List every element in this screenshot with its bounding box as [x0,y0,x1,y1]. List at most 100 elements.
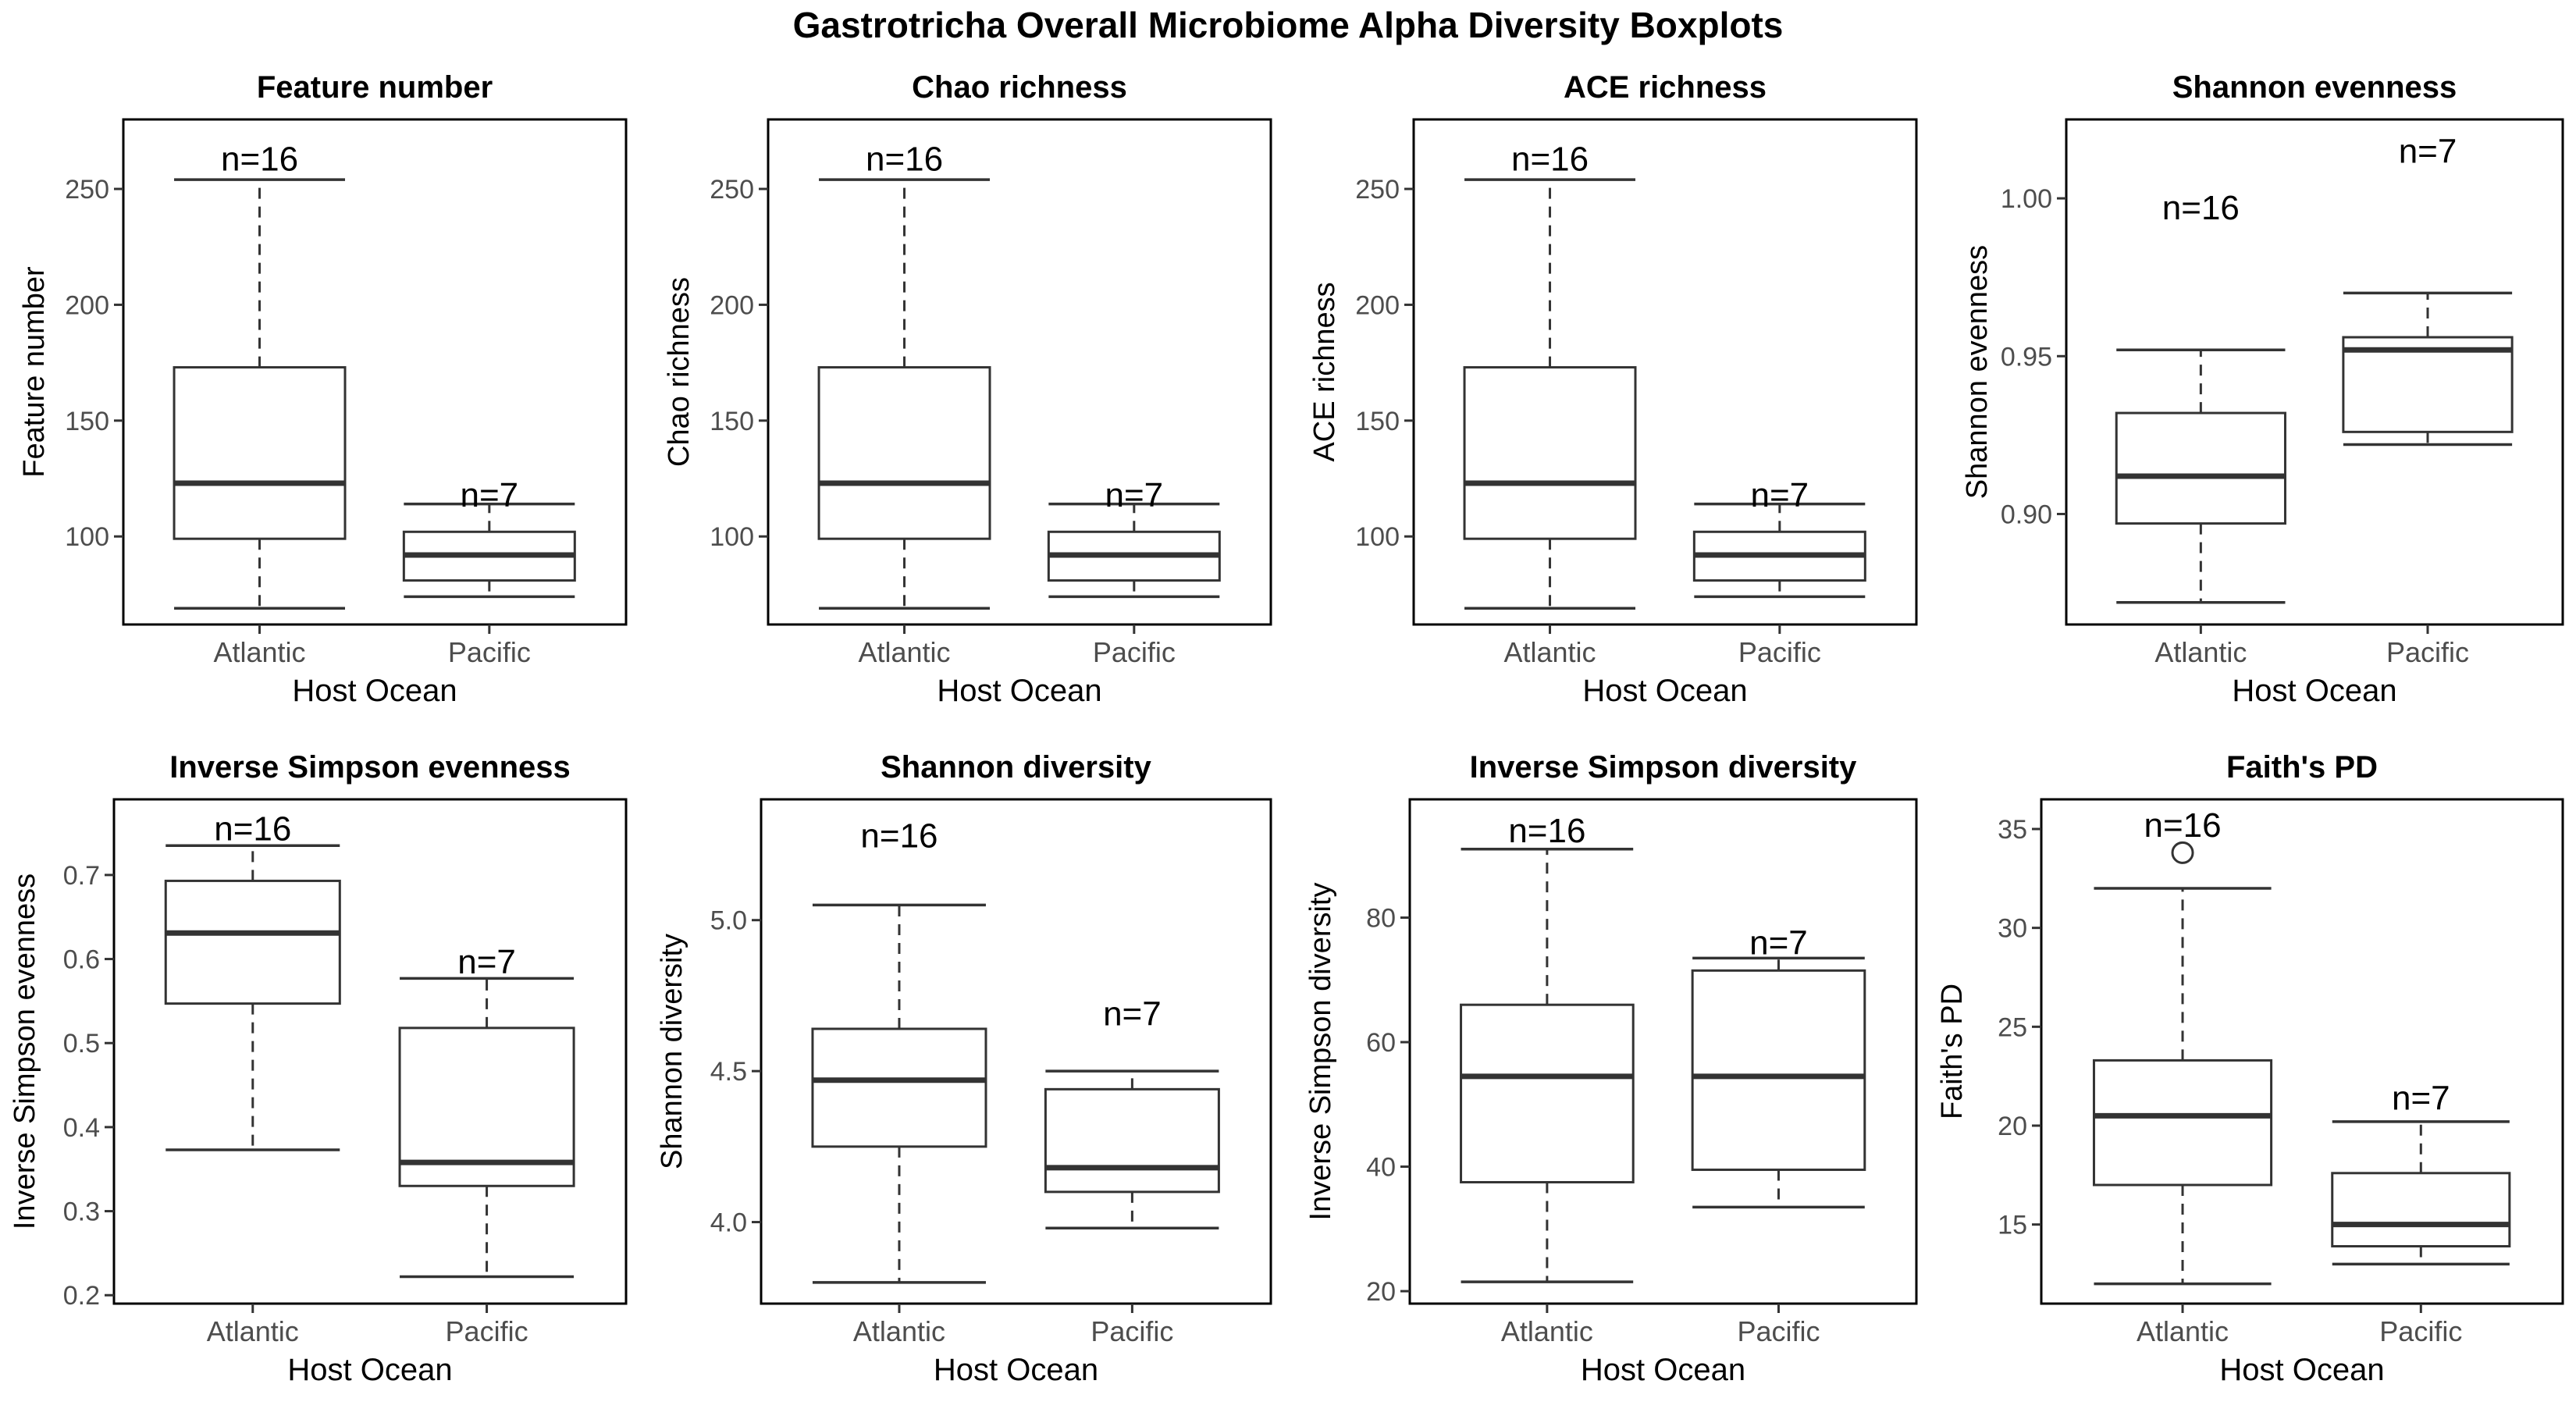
n-label: n=16 [2144,806,2221,845]
y-tick-label: 150 [65,407,109,436]
box-atlantic: n=16 [164,810,341,1151]
box-pacific: n=7 [1047,476,1221,599]
panel-7: Inverse Simpson diversity 20 40 60 80 Inverse… [1304,750,1918,1387]
outlier-point [2171,841,2194,864]
x-tick-label: Pacific [446,1315,528,1347]
n-label: n=7 [1751,476,1809,514]
x-tick-label: Pacific [448,636,531,668]
iqr-box [1460,1003,1635,1183]
iqr-box [398,1027,575,1187]
iqr-box [2115,411,2286,525]
n-label: n=16 [2162,189,2240,227]
panel-3: ACE richness 100 150 200 250 ACE richness Atla… [1308,70,1918,708]
y-axis-label: Inverse Simpson evenness [9,874,41,1229]
y-tick-label: 35 [1998,815,2027,845]
x-axis-label: Host Ocean [287,1353,452,1387]
n-label: n=16 [1511,140,1589,178]
n-label: n=7 [2392,1080,2450,1118]
x-tick-label: Atlantic [2137,1315,2229,1347]
y-tick-label: 100 [710,522,754,552]
panel-title: Shannon diversity [881,750,1151,785]
x-axis-label: Host Ocean [1581,1353,1745,1387]
y-tick-label: 30 [1998,914,2027,944]
iqr-box [2342,336,2514,433]
y-tick-label: 0.3 [63,1197,100,1227]
panel-title: Inverse Simpson diversity [1470,750,1858,785]
n-label: n=7 [1103,995,1162,1034]
x-tick-label: Atlantic [853,1315,945,1347]
x-axis-label: Host Ocean [1582,674,1747,708]
iqr-box [1044,1087,1220,1194]
n-label: n=16 [1508,812,1585,850]
n-label: n=7 [1749,923,1808,962]
y-axis-label: Faith's PD [1936,984,1969,1119]
box-pacific: n=7 [1692,476,1866,599]
iqr-box [2092,1059,2273,1187]
x-tick-label: Atlantic [1501,1315,1593,1347]
x-tick-label: Pacific [1737,1315,1820,1347]
box-pacific: n=7 [2342,132,2514,447]
y-tick-label: 0.7 [63,861,100,891]
x-tick-label: Pacific [1738,636,1821,668]
n-label: n=7 [1105,476,1164,514]
x-axis-label: Host Ocean [2232,674,2396,708]
panel-frame [760,798,1272,1305]
y-tick-label: 0.5 [63,1029,100,1059]
y-tick-label: 80 [1366,904,1396,934]
panel-title: Inverse Simpson evenness [169,750,571,785]
panel-frame [767,118,1272,626]
x-axis-label: Host Ocean [2219,1353,2384,1387]
y-tick-label: 100 [65,522,109,552]
box-atlantic: n=16 [2092,806,2273,1286]
n-label: n=16 [866,140,943,178]
box-atlantic: n=16 [1463,140,1637,610]
panel-title: Faith's PD [2226,750,2378,785]
iqr-box [1463,366,1637,540]
box-atlantic: n=16 [817,140,991,610]
x-tick-label: Atlantic [1503,636,1596,668]
n-label: n=16 [860,817,938,855]
x-tick-label: Atlantic [213,636,305,668]
panel-frame [112,798,628,1305]
iqr-box [811,1027,987,1148]
box-atlantic: n=16 [173,140,347,610]
panel-title: Chao richness [912,70,1127,105]
x-tick-label: Pacific [1093,636,1176,668]
y-tick-label: 250 [710,175,754,205]
box-atlantic: n=16 [1460,812,1635,1283]
y-axis-label: ACE richness [1308,282,1341,461]
y-tick-label: 0.6 [63,945,100,975]
y-tick-label: 0.90 [2001,500,2052,529]
box-pacific: n=7 [1691,923,1866,1209]
box-pacific: n=7 [2331,1080,2511,1266]
panel-1: Feature number 100 150 200 250 Feature number… [18,70,628,708]
iqr-box [2331,1172,2511,1248]
y-axis-label: Shannon evenness [1961,245,1994,499]
box-pacific: n=7 [398,943,575,1279]
y-tick-label: 250 [65,175,109,205]
y-axis-label: Feature number [18,266,51,478]
y-tick-label: 60 [1366,1028,1396,1058]
box-pacific: n=7 [1044,995,1220,1230]
y-tick-label: 150 [1355,407,1400,436]
y-tick-label: 150 [710,407,754,436]
panel-frame [2065,118,2564,626]
y-axis-label: Inverse Simpson diversity [1304,883,1337,1221]
panel-title: Feature number [257,70,493,105]
x-tick-label: Atlantic [207,1315,299,1347]
box-pacific: n=7 [402,476,576,599]
panel-2: Chao richness 100 150 200 250 Chao richness At… [663,70,1272,708]
y-axis-label: Chao richness [663,277,696,467]
panel-title: ACE richness [1564,70,1767,105]
box-atlantic: n=16 [811,817,987,1284]
y-tick-label: 15 [1998,1211,2027,1240]
y-tick-label: 40 [1366,1153,1396,1183]
iqr-box [817,366,991,540]
panel-5: Inverse Simpson evenness 0.2 0.3 0.4 0.5 0.6 0… [9,750,628,1387]
panel-frame [1408,798,1918,1305]
x-tick-label: Pacific [2386,636,2469,668]
iqr-box [164,879,341,1005]
y-tick-label: 200 [1355,290,1400,320]
y-tick-label: 20 [1998,1112,2027,1141]
